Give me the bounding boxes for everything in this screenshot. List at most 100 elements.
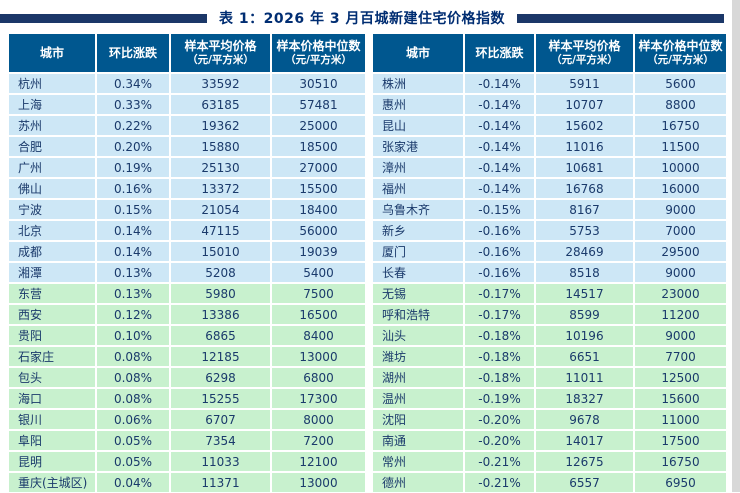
city-cell: 重庆(主城区) bbox=[8, 472, 96, 493]
median-price-cell: 9000 bbox=[634, 325, 727, 346]
table-row: 东营 0.13% 5980 7500 bbox=[8, 283, 366, 304]
city-cell: 呼和浩特 bbox=[372, 304, 464, 325]
change-cell: -0.18% bbox=[464, 346, 535, 367]
table-row: 沈阳 -0.20% 9678 11000 bbox=[372, 409, 727, 430]
change-cell: 0.04% bbox=[96, 472, 170, 493]
table-row: 海口 0.08% 15255 17300 bbox=[8, 388, 366, 409]
city-cell: 湘潭 bbox=[8, 262, 96, 283]
city-cell: 阜阳 bbox=[8, 430, 96, 451]
median-price-cell: 13000 bbox=[271, 346, 366, 367]
city-cell: 乌鲁木齐 bbox=[372, 199, 464, 220]
median-price-cell: 9000 bbox=[634, 199, 727, 220]
tables-container: 城市 环比涨跌 样本平均价格 （元/平方米） 样本价格中位数 （元/平方米） 杭州 0.34… bbox=[8, 33, 727, 493]
table-row: 重庆(主城区) 0.04% 11371 13000 bbox=[8, 472, 366, 493]
avg-price-cell: 19362 bbox=[170, 115, 271, 136]
city-cell: 株洲 bbox=[372, 73, 464, 94]
table-row: 南通 -0.20% 14017 17500 bbox=[372, 430, 727, 451]
avg-price-cell: 28469 bbox=[535, 241, 634, 262]
avg-price-cell: 5753 bbox=[535, 220, 634, 241]
table-row: 漳州 -0.14% 10681 10000 bbox=[372, 157, 727, 178]
city-cell: 德州 bbox=[372, 472, 464, 493]
change-cell: 0.14% bbox=[96, 220, 170, 241]
table-row: 上海 0.33% 63185 57481 bbox=[8, 94, 366, 115]
avg-price-cell: 12675 bbox=[535, 451, 634, 472]
city-cell: 杭州 bbox=[8, 73, 96, 94]
city-cell: 西安 bbox=[8, 304, 96, 325]
avg-price-cell: 8599 bbox=[535, 304, 634, 325]
change-cell: -0.17% bbox=[464, 283, 535, 304]
city-cell: 常州 bbox=[372, 451, 464, 472]
city-cell: 广州 bbox=[8, 157, 96, 178]
city-cell: 佛山 bbox=[8, 178, 96, 199]
table-row: 贵阳 0.10% 6865 8400 bbox=[8, 325, 366, 346]
avg-price-cell: 25130 bbox=[170, 157, 271, 178]
change-cell: 0.08% bbox=[96, 388, 170, 409]
page-edge-strip bbox=[732, 0, 740, 492]
table-row: 银川 0.06% 6707 8000 bbox=[8, 409, 366, 430]
change-cell: -0.18% bbox=[464, 367, 535, 388]
avg-price-cell: 14017 bbox=[535, 430, 634, 451]
median-price-cell: 13000 bbox=[271, 472, 366, 493]
table-row: 佛山 0.16% 13372 15500 bbox=[8, 178, 366, 199]
median-price-cell: 15600 bbox=[634, 388, 727, 409]
table-row: 成都 0.14% 15010 19039 bbox=[8, 241, 366, 262]
median-price-cell: 10000 bbox=[634, 157, 727, 178]
avg-price-cell: 14517 bbox=[535, 283, 634, 304]
change-cell: 0.20% bbox=[96, 136, 170, 157]
median-price-cell: 18500 bbox=[271, 136, 366, 157]
median-price-cell: 7700 bbox=[634, 346, 727, 367]
median-price-cell: 23000 bbox=[634, 283, 727, 304]
change-cell: 0.33% bbox=[96, 94, 170, 115]
city-cell: 南通 bbox=[372, 430, 464, 451]
table-row: 新乡 -0.16% 5753 7000 bbox=[372, 220, 727, 241]
median-price-cell: 11200 bbox=[634, 304, 727, 325]
median-price-cell: 6800 bbox=[271, 367, 366, 388]
avg-price-cell: 11016 bbox=[535, 136, 634, 157]
change-cell: 0.13% bbox=[96, 283, 170, 304]
change-cell: -0.16% bbox=[464, 262, 535, 283]
table-row: 长春 -0.16% 8518 9000 bbox=[372, 262, 727, 283]
change-cell: -0.14% bbox=[464, 157, 535, 178]
city-cell: 福州 bbox=[372, 178, 464, 199]
city-cell: 长春 bbox=[372, 262, 464, 283]
table-row: 常州 -0.21% 12675 16750 bbox=[372, 451, 727, 472]
change-cell: -0.15% bbox=[464, 199, 535, 220]
change-cell: -0.14% bbox=[464, 136, 535, 157]
avg-price-cell: 5911 bbox=[535, 73, 634, 94]
table-row: 广州 0.19% 25130 27000 bbox=[8, 157, 366, 178]
avg-price-cell: 15602 bbox=[535, 115, 634, 136]
city-cell: 海口 bbox=[8, 388, 96, 409]
table-row: 昆山 -0.14% 15602 16750 bbox=[372, 115, 727, 136]
median-price-cell: 29500 bbox=[634, 241, 727, 262]
change-cell: 0.14% bbox=[96, 241, 170, 262]
median-price-cell: 5600 bbox=[634, 73, 727, 94]
median-price-cell: 12500 bbox=[634, 367, 727, 388]
avg-price-cell: 63185 bbox=[170, 94, 271, 115]
table-row: 湘潭 0.13% 5208 5400 bbox=[8, 262, 366, 283]
table-row: 包头 0.08% 6298 6800 bbox=[8, 367, 366, 388]
median-price-cell: 25000 bbox=[271, 115, 366, 136]
change-cell: 0.15% bbox=[96, 199, 170, 220]
change-cell: 0.34% bbox=[96, 73, 170, 94]
table-row: 张家港 -0.14% 11016 11500 bbox=[372, 136, 727, 157]
avg-price-cell: 47115 bbox=[170, 220, 271, 241]
median-price-cell: 16000 bbox=[634, 178, 727, 199]
avg-price-cell: 8518 bbox=[535, 262, 634, 283]
city-cell: 厦门 bbox=[372, 241, 464, 262]
table-row: 乌鲁木齐 -0.15% 8167 9000 bbox=[372, 199, 727, 220]
title-bar-right bbox=[516, 13, 725, 23]
city-cell: 新乡 bbox=[372, 220, 464, 241]
change-cell: 0.08% bbox=[96, 346, 170, 367]
avg-price-cell: 6557 bbox=[535, 472, 634, 493]
change-cell: 0.16% bbox=[96, 178, 170, 199]
table-row: 厦门 -0.16% 28469 29500 bbox=[372, 241, 727, 262]
table-row: 福州 -0.14% 16768 16000 bbox=[372, 178, 727, 199]
city-cell: 包头 bbox=[8, 367, 96, 388]
city-cell: 苏州 bbox=[8, 115, 96, 136]
table-row: 西安 0.12% 13386 16500 bbox=[8, 304, 366, 325]
city-cell: 上海 bbox=[8, 94, 96, 115]
avg-price-cell: 15880 bbox=[170, 136, 271, 157]
change-cell: -0.17% bbox=[464, 304, 535, 325]
city-cell: 惠州 bbox=[372, 94, 464, 115]
table-row: 杭州 0.34% 33592 30510 bbox=[8, 73, 366, 94]
